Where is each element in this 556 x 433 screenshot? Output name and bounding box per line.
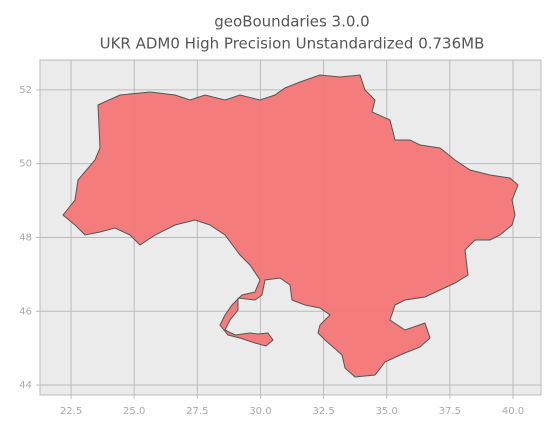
chart-title: geoBoundaries 3.0.0 (214, 13, 369, 31)
y-tick-label: 52 (19, 85, 32, 96)
x-tick-label: 27.5 (186, 406, 208, 417)
country-shape (62, 74, 519, 378)
x-tick-label: 30.0 (249, 406, 271, 417)
x-tick-label: 35.0 (376, 406, 398, 417)
x-tick-label: 22.5 (60, 406, 82, 417)
x-tick-label: 25.0 (123, 406, 145, 417)
y-tick-label: 46 (19, 306, 32, 317)
x-tick-label: 32.5 (312, 406, 334, 417)
x-tick-label: 37.5 (439, 406, 461, 417)
chart-subtitle: UKR ADM0 High Precision Unstandardized 0… (100, 35, 485, 53)
x-tick-label: 40.0 (502, 406, 524, 417)
y-tick-label: 48 (19, 232, 32, 243)
y-tick-label: 44 (19, 380, 32, 391)
y-tick-label: 50 (19, 159, 32, 170)
